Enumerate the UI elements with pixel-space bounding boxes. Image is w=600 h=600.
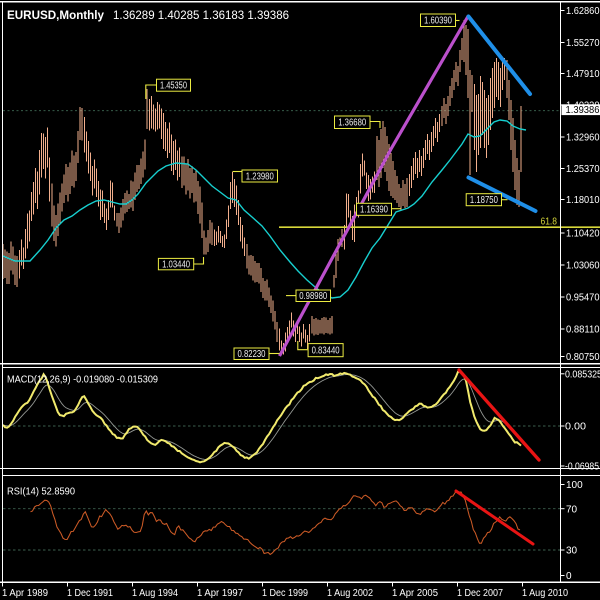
svg-text:1 Dec 1991: 1 Dec 1991 (67, 588, 113, 599)
svg-text:1.18010: 1.18010 (566, 195, 600, 206)
svg-text:1.36680: 1.36680 (338, 118, 366, 129)
svg-text:1.23980: 1.23980 (246, 171, 274, 182)
svg-text:0.88110: 0.88110 (566, 325, 600, 336)
svg-text:1.45350: 1.45350 (160, 81, 187, 92)
svg-text:1.03440: 1.03440 (162, 260, 190, 271)
svg-text:0.98980: 0.98980 (299, 291, 327, 302)
svg-text:MACD(12,26,9) -0.019080 -0.015: MACD(12,26,9) -0.019080 -0.015309 (7, 375, 158, 386)
svg-text:1 Apr 1997: 1 Apr 1997 (197, 588, 243, 599)
svg-text:1.25370: 1.25370 (566, 164, 600, 175)
svg-text:1 Apr 2005: 1 Apr 2005 (392, 588, 438, 599)
svg-text:1.36289 1.40285 1.36183 1.3938: 1.36289 1.40285 1.36183 1.39386 (113, 10, 289, 22)
svg-text:70: 70 (566, 504, 578, 515)
svg-text:RSI(14) 52.8590: RSI(14) 52.8590 (7, 487, 75, 498)
svg-text:1.55270: 1.55270 (566, 38, 600, 49)
svg-text:1.10420: 1.10420 (566, 229, 600, 240)
svg-text:0.80750: 0.80750 (566, 352, 600, 363)
svg-text:0.95470: 0.95470 (566, 293, 600, 304)
svg-text:1 Dec 2007: 1 Dec 2007 (457, 588, 503, 599)
svg-text:0: 0 (566, 571, 572, 582)
svg-text:1 Aug 2010: 1 Aug 2010 (522, 588, 568, 599)
svg-text:1.18750: 1.18750 (470, 195, 498, 206)
svg-text:1 Aug 2002: 1 Aug 2002 (327, 588, 373, 599)
svg-text:61.8: 61.8 (541, 217, 558, 228)
svg-text:1 Aug 1994: 1 Aug 1994 (132, 588, 178, 599)
svg-text:0.00: 0.00 (565, 422, 586, 433)
svg-text:1 Apr 1989: 1 Apr 1989 (2, 588, 48, 599)
svg-text:EURUSD,Monthly: EURUSD,Monthly (7, 8, 104, 22)
svg-text:30: 30 (566, 546, 578, 557)
svg-text:0.085325: 0.085325 (565, 370, 600, 381)
svg-text:1.32960: 1.32960 (566, 133, 600, 144)
svg-text:1.39386: 1.39386 (566, 104, 600, 116)
svg-text:1.62860: 1.62860 (566, 6, 600, 17)
svg-text:0.83440: 0.83440 (312, 346, 340, 357)
svg-text:1 Dec 1999: 1 Dec 1999 (262, 588, 308, 599)
svg-text:1.16390: 1.16390 (360, 205, 388, 216)
svg-text:-0.06985: -0.06985 (565, 462, 599, 473)
svg-text:100: 100 (566, 480, 583, 491)
svg-text:1.03060: 1.03060 (566, 261, 600, 272)
svg-text:1.60390: 1.60390 (424, 16, 452, 27)
svg-text:0.82230: 0.82230 (238, 349, 266, 360)
svg-text:1.47910: 1.47910 (566, 69, 600, 80)
